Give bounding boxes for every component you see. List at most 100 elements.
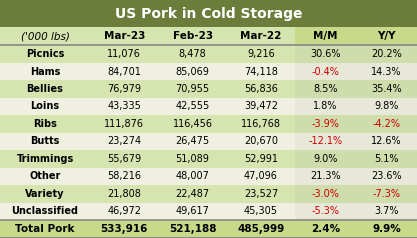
- Bar: [158, 168, 227, 185]
- Text: Total Pork: Total Pork: [15, 224, 75, 234]
- Text: Butts: Butts: [30, 136, 60, 146]
- Text: 23,527: 23,527: [244, 189, 278, 199]
- Bar: [227, 185, 295, 203]
- Bar: [158, 98, 227, 115]
- Text: 56,836: 56,836: [244, 84, 278, 94]
- Bar: [356, 27, 417, 45]
- Bar: [158, 150, 227, 168]
- Text: 20,670: 20,670: [244, 136, 278, 146]
- Text: 23,274: 23,274: [107, 136, 141, 146]
- Bar: [295, 150, 356, 168]
- Text: 23.6%: 23.6%: [371, 171, 402, 181]
- Text: 30.6%: 30.6%: [310, 49, 341, 59]
- Bar: [295, 168, 356, 185]
- Text: 85,069: 85,069: [176, 67, 209, 77]
- Text: 46,972: 46,972: [107, 206, 141, 216]
- Text: -3.0%: -3.0%: [311, 189, 339, 199]
- Bar: [227, 133, 295, 150]
- Text: 39,472: 39,472: [244, 101, 278, 111]
- Text: 48,007: 48,007: [176, 171, 209, 181]
- Text: 74,118: 74,118: [244, 67, 278, 77]
- Text: 42,555: 42,555: [176, 101, 210, 111]
- Text: Other: Other: [29, 171, 61, 181]
- Bar: [0, 45, 90, 63]
- Bar: [295, 115, 356, 133]
- Text: 1.8%: 1.8%: [314, 101, 338, 111]
- Text: -7.3%: -7.3%: [372, 189, 400, 199]
- Bar: [295, 220, 356, 238]
- Text: US Pork in Cold Storage: US Pork in Cold Storage: [115, 7, 302, 21]
- Bar: [295, 203, 356, 220]
- Text: 8.5%: 8.5%: [313, 84, 338, 94]
- Bar: [356, 133, 417, 150]
- Bar: [356, 115, 417, 133]
- Bar: [90, 98, 158, 115]
- Text: 52,991: 52,991: [244, 154, 278, 164]
- Bar: [356, 45, 417, 63]
- Bar: [295, 45, 356, 63]
- Bar: [158, 133, 227, 150]
- Text: 116,456: 116,456: [173, 119, 213, 129]
- Text: Picnics: Picnics: [26, 49, 64, 59]
- Text: -3.9%: -3.9%: [311, 119, 339, 129]
- Text: 11,076: 11,076: [107, 49, 141, 59]
- Bar: [356, 98, 417, 115]
- Bar: [90, 150, 158, 168]
- Bar: [227, 27, 295, 45]
- Text: 76,979: 76,979: [107, 84, 141, 94]
- Bar: [90, 168, 158, 185]
- Text: 12.6%: 12.6%: [371, 136, 402, 146]
- Text: Ribs: Ribs: [33, 119, 57, 129]
- Bar: [0, 0, 417, 27]
- Text: M/M: M/M: [313, 31, 338, 41]
- Bar: [90, 80, 158, 98]
- Bar: [90, 185, 158, 203]
- Bar: [227, 45, 295, 63]
- Text: -0.4%: -0.4%: [311, 67, 339, 77]
- Bar: [0, 203, 90, 220]
- Text: Bellies: Bellies: [27, 84, 63, 94]
- Bar: [295, 63, 356, 80]
- Text: -12.1%: -12.1%: [309, 136, 343, 146]
- Text: 70,955: 70,955: [176, 84, 210, 94]
- Bar: [158, 45, 227, 63]
- Bar: [158, 80, 227, 98]
- Text: -4.2%: -4.2%: [372, 119, 400, 129]
- Text: Variety: Variety: [25, 189, 65, 199]
- Text: 26,475: 26,475: [176, 136, 210, 146]
- Bar: [295, 27, 356, 45]
- Bar: [356, 220, 417, 238]
- Text: Unclassified: Unclassified: [12, 206, 78, 216]
- Bar: [227, 115, 295, 133]
- Bar: [227, 98, 295, 115]
- Bar: [158, 63, 227, 80]
- Bar: [0, 133, 90, 150]
- Bar: [227, 80, 295, 98]
- Text: 2.4%: 2.4%: [311, 224, 340, 234]
- Text: 84,701: 84,701: [107, 67, 141, 77]
- Bar: [227, 63, 295, 80]
- Bar: [158, 220, 227, 238]
- Text: 9.8%: 9.8%: [374, 101, 399, 111]
- Text: 21,808: 21,808: [107, 189, 141, 199]
- Text: 51,089: 51,089: [176, 154, 209, 164]
- Text: Feb-23: Feb-23: [173, 31, 213, 41]
- Bar: [158, 203, 227, 220]
- Text: Mar-23: Mar-23: [103, 31, 145, 41]
- Text: 47,096: 47,096: [244, 171, 278, 181]
- Text: 533,916: 533,916: [100, 224, 148, 234]
- Bar: [295, 185, 356, 203]
- Text: 521,188: 521,188: [169, 224, 216, 234]
- Text: Y/Y: Y/Y: [377, 31, 396, 41]
- Text: 43,335: 43,335: [107, 101, 141, 111]
- Text: Mar-22: Mar-22: [240, 31, 281, 41]
- Text: -5.3%: -5.3%: [311, 206, 339, 216]
- Bar: [0, 27, 90, 45]
- Text: 111,876: 111,876: [104, 119, 144, 129]
- Bar: [295, 133, 356, 150]
- Text: 9.9%: 9.9%: [372, 224, 401, 234]
- Bar: [0, 63, 90, 80]
- Text: Trimmings: Trimmings: [16, 154, 74, 164]
- Bar: [0, 150, 90, 168]
- Bar: [356, 63, 417, 80]
